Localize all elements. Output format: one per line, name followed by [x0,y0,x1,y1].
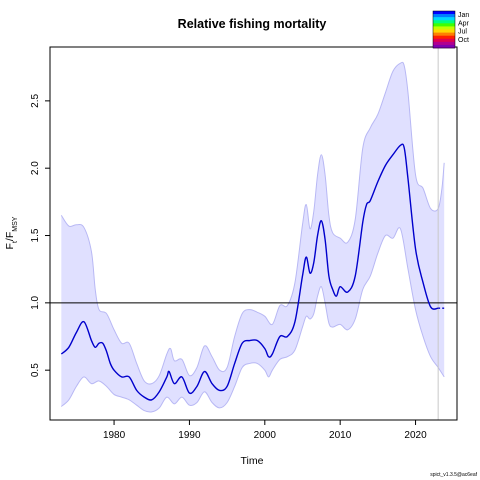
legend-color-swatch [433,38,455,43]
y-tick-label: 0.5 [30,363,41,377]
legend-color-swatch [433,14,455,18]
lower-bound-line [60,227,445,413]
legend-label: Apr [458,20,470,27]
x-axis-label: Time [241,455,264,467]
upper-bound-line [60,61,445,385]
confidence-band [61,62,445,413]
plot-frame [49,46,458,421]
y-tick-label: 2.5 [30,93,41,107]
y-tick-label: 1.0 [30,295,41,309]
legend-color-swatch [433,26,455,30]
legend-color-swatch [433,35,455,40]
y-tick-label: 1.5 [30,228,41,242]
x-tick-label: 2010 [329,430,352,441]
y-tick-label: 2.0 [30,161,41,175]
legend-color-swatch [433,32,455,36]
legend-color-swatch [433,23,455,27]
legend-color-swatch [433,11,455,15]
legend-frame [432,10,456,49]
legend-color-swatch [433,20,455,24]
legend-label: Jul [458,29,467,36]
plot-content [50,47,457,420]
legend-label: Oct [458,37,469,44]
x-axis: 1980 1990 2000 2010 2020 [103,420,427,441]
y-axis-label: Ft/FMSY [4,216,19,249]
chart-title: Relative fishing mortality [178,17,327,31]
version-label: spict_v1.3.5@ac6eaf [430,472,477,478]
x-tick-label: 1990 [178,430,201,441]
legend-color-swatch [433,44,455,49]
legend-color-swatch [433,17,455,21]
legend-label: Jan [458,12,469,19]
legend-color-swatch [433,41,455,46]
x-tick-label: 1980 [103,430,126,441]
estimate-line [60,143,439,401]
plot-area [50,47,457,420]
x-tick-label: 2000 [254,430,277,441]
x-tick-label: 2020 [404,430,427,441]
legend-color-swatch [433,29,455,33]
y-axis: 0.5 1.0 1.5 2.0 2.5 [30,93,50,377]
